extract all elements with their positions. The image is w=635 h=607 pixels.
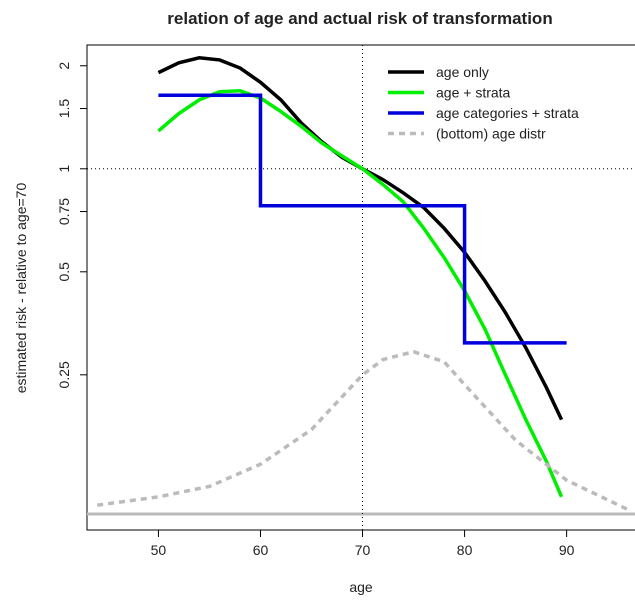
- y-tick-label: 1: [56, 165, 72, 173]
- y-tick-label: 0.75: [56, 198, 72, 225]
- y-tick-label: 0.5: [56, 262, 72, 282]
- plot-frame: [86, 44, 635, 531]
- legend-label: (bottom) age distr: [436, 126, 546, 142]
- legend-label: age only: [436, 64, 489, 80]
- x-tick-label: 70: [355, 542, 371, 558]
- y-tick-label: 1.5: [56, 99, 72, 119]
- chart-title: relation of age and actual risk of trans…: [167, 9, 552, 28]
- series-line: [158, 93, 567, 345]
- legend-label: age + strata: [436, 85, 511, 101]
- series-line: [96, 349, 629, 512]
- legend-label: age categories + strata: [436, 105, 579, 121]
- y-tick-label: 2: [56, 62, 72, 70]
- x-tick-label: 60: [253, 542, 269, 558]
- x-axis-label: age: [349, 579, 373, 595]
- x-tick-label: 90: [559, 542, 575, 558]
- series-line: [157, 89, 564, 498]
- x-tick-label: 80: [457, 542, 473, 558]
- x-tick-label: 50: [151, 542, 167, 558]
- plot-area: [87, 45, 635, 530]
- y-tick-label: 0.25: [56, 361, 72, 388]
- y-axis-label: estimated risk - relative to age=70: [13, 183, 29, 394]
